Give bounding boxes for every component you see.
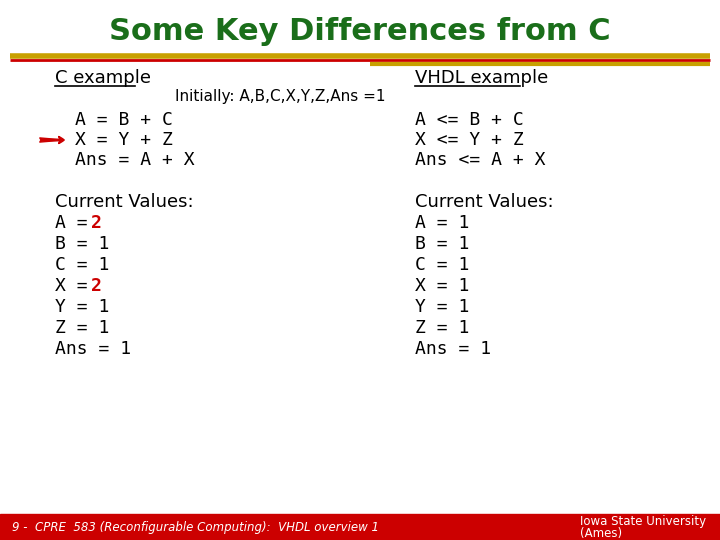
Text: C example: C example bbox=[55, 69, 151, 87]
Text: C = 1: C = 1 bbox=[55, 256, 109, 274]
Text: B = 1: B = 1 bbox=[55, 235, 109, 253]
Text: A =: A = bbox=[55, 214, 99, 232]
Text: VHDL example: VHDL example bbox=[415, 69, 548, 87]
Text: Z = 1: Z = 1 bbox=[415, 319, 469, 337]
Bar bbox=[0, 514, 720, 540]
Text: Y = 1: Y = 1 bbox=[415, 298, 469, 316]
Text: X = 1: X = 1 bbox=[415, 277, 469, 295]
Text: Iowa State University: Iowa State University bbox=[580, 516, 706, 529]
Text: 2: 2 bbox=[91, 277, 102, 295]
Text: A = 1: A = 1 bbox=[415, 214, 469, 232]
Text: X <= Y + Z: X <= Y + Z bbox=[415, 131, 523, 149]
Text: Ans <= A + X: Ans <= A + X bbox=[415, 151, 546, 169]
Text: Initially: A,B,C,X,Y,Z,Ans =1: Initially: A,B,C,X,Y,Z,Ans =1 bbox=[175, 89, 385, 104]
Text: Z = 1: Z = 1 bbox=[55, 319, 109, 337]
Text: X =: X = bbox=[55, 277, 99, 295]
Text: Y = 1: Y = 1 bbox=[55, 298, 109, 316]
Text: Current Values:: Current Values: bbox=[415, 193, 554, 211]
Text: X = Y + Z: X = Y + Z bbox=[75, 131, 173, 149]
Text: Some Key Differences from C: Some Key Differences from C bbox=[109, 17, 611, 46]
Text: Ans = A + X: Ans = A + X bbox=[75, 151, 194, 169]
Text: Current Values:: Current Values: bbox=[55, 193, 194, 211]
Text: C = 1: C = 1 bbox=[415, 256, 469, 274]
Text: B = 1: B = 1 bbox=[415, 235, 469, 253]
Text: A <= B + C: A <= B + C bbox=[415, 111, 523, 129]
Text: A = B + C: A = B + C bbox=[75, 111, 173, 129]
Text: (Ames): (Ames) bbox=[580, 526, 622, 539]
Text: 9 -  CPRE  583 (Reconfigurable Computing):  VHDL overview 1: 9 - CPRE 583 (Reconfigurable Computing):… bbox=[12, 521, 379, 534]
Text: Ans = 1: Ans = 1 bbox=[415, 340, 491, 358]
Text: Ans = 1: Ans = 1 bbox=[55, 340, 131, 358]
Text: 2: 2 bbox=[91, 214, 102, 232]
